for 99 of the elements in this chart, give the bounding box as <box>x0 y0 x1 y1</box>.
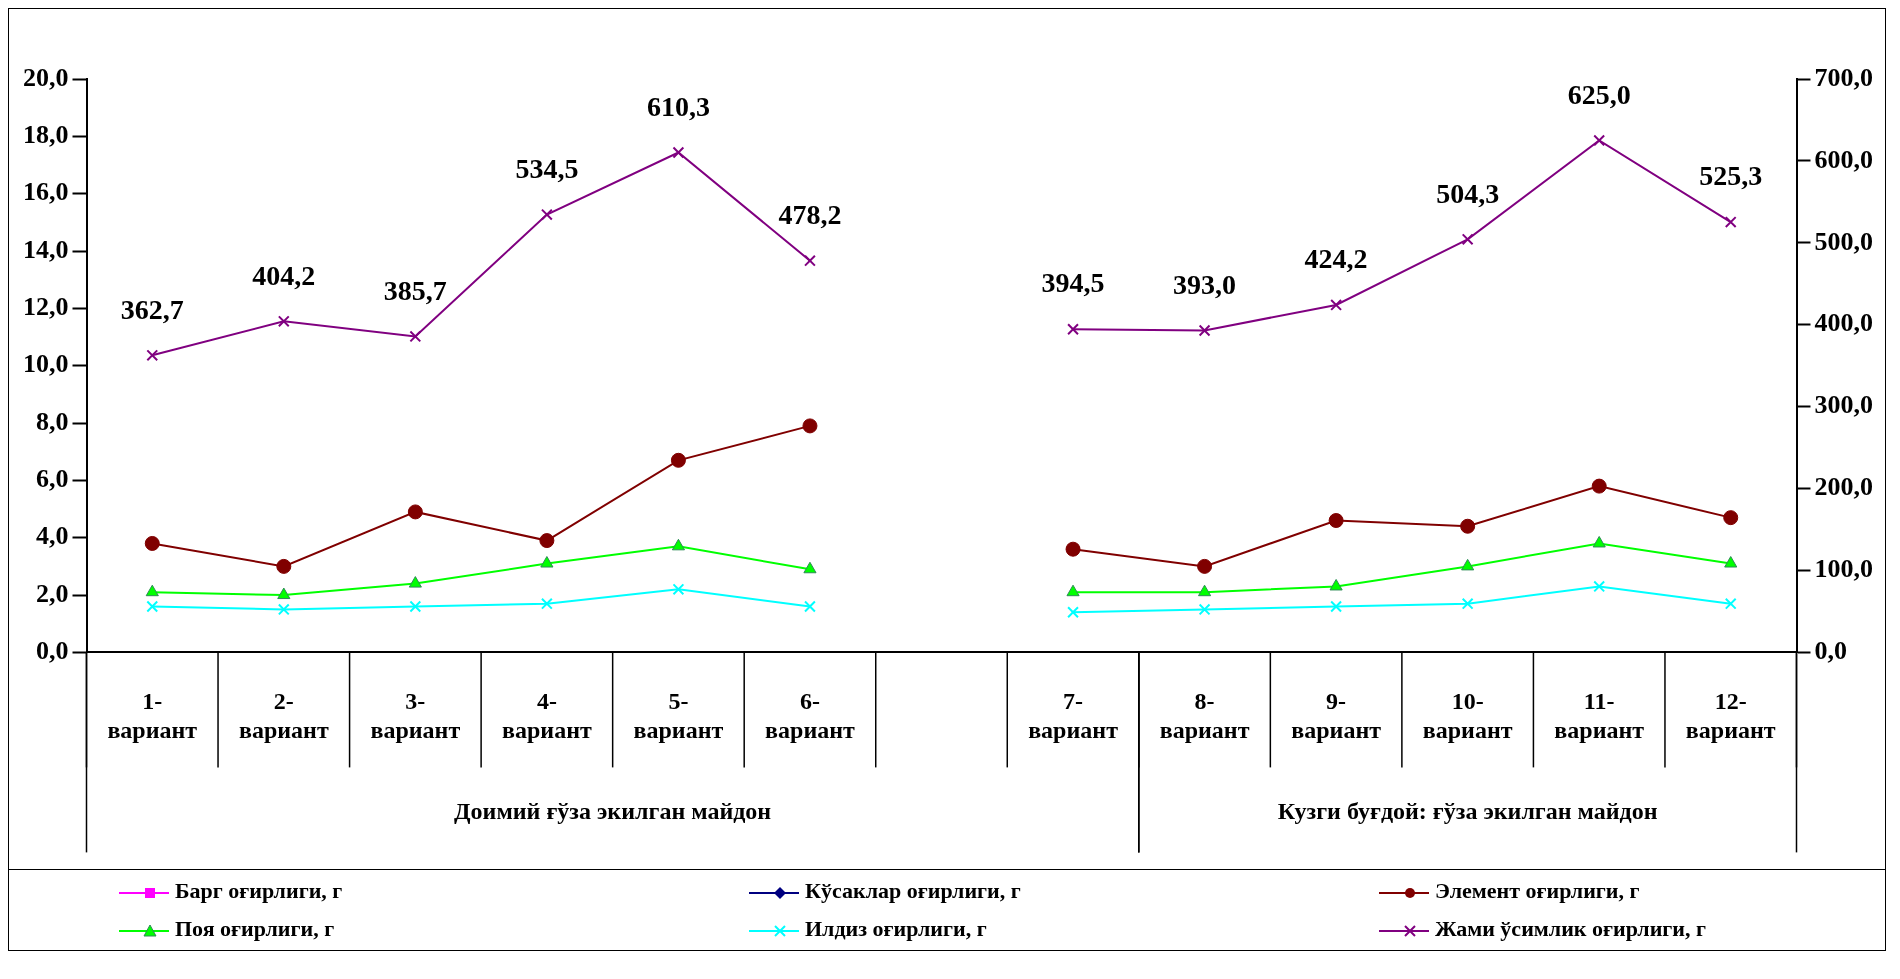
point <box>540 556 554 568</box>
legend-label: Илдиз оғирлиги, г <box>805 916 987 941</box>
point <box>804 600 816 613</box>
point <box>144 535 160 551</box>
point <box>1724 597 1737 610</box>
point <box>407 504 423 520</box>
point <box>672 583 685 596</box>
point <box>1330 298 1343 311</box>
point <box>1066 584 1080 597</box>
point <box>276 558 292 574</box>
legend-label: Элемент оғирлиги, г <box>1435 878 1640 903</box>
point <box>539 533 555 549</box>
point <box>803 561 817 574</box>
x-tick-label: 8- вариант <box>1159 688 1250 743</box>
data-label: 385,7 <box>383 274 447 306</box>
point <box>1198 603 1211 616</box>
point <box>146 600 159 613</box>
point <box>1724 556 1738 568</box>
point <box>1198 584 1212 597</box>
data-label: 393,0 <box>1173 268 1237 300</box>
y-tick-label: 6,0 <box>36 464 69 494</box>
point <box>1067 606 1079 619</box>
y2-tick-label: 0,0 <box>1814 636 1847 666</box>
y-tick-label: 14,0 <box>23 234 69 264</box>
x-tick-label: 2- вариант <box>238 688 329 743</box>
point <box>1198 324 1211 337</box>
point <box>802 418 818 434</box>
data-label: 625,0 <box>1567 78 1631 110</box>
x-tick-label: 12- вариант <box>1685 688 1776 743</box>
point <box>1724 216 1737 229</box>
y-tick-label: 10,0 <box>23 349 69 379</box>
y-tick-label: 12,0 <box>23 292 69 322</box>
point <box>409 330 422 343</box>
x-tick-label: 7- вариант <box>1028 688 1119 743</box>
point <box>277 603 290 616</box>
point <box>670 452 686 468</box>
y2-tick-label: 100,0 <box>1814 554 1873 584</box>
text: Доимий ғўза экилган майдон <box>454 797 772 824</box>
legend-label: Кўсаклар оғирлиги, г <box>805 878 1021 903</box>
point <box>1460 518 1476 534</box>
x-tick-label: 11- вариант <box>1554 688 1645 743</box>
point <box>540 208 553 221</box>
x-tick-label: 9- вариант <box>1291 688 1382 743</box>
y2-tick-label: 500,0 <box>1814 226 1873 256</box>
text: Кузги буғдой: ғўза экилган майдон <box>1277 797 1658 824</box>
y-tick-label: 4,0 <box>36 521 69 551</box>
y-tick-label: 18,0 <box>23 120 69 150</box>
x-tick-label: 6- вариант <box>765 688 856 743</box>
point <box>1067 323 1079 336</box>
y2-tick-label: 400,0 <box>1814 308 1873 338</box>
data-label: 610,3 <box>646 90 710 122</box>
point <box>145 584 159 597</box>
data-label: 504,3 <box>1436 177 1500 209</box>
data-label: 478,2 <box>778 198 842 230</box>
x-tick-label: 1- вариант <box>107 688 198 743</box>
legend-label: Барг оғирлиги, г <box>175 878 343 903</box>
x-tick-label: 10- вариант <box>1422 688 1513 743</box>
point <box>1197 558 1213 574</box>
x-tick-label: 4- вариант <box>502 688 592 743</box>
data-label: 362,7 <box>120 293 184 325</box>
legend-label: Жами ўсимлик оғирлиги, г <box>1435 916 1707 941</box>
point <box>277 315 290 328</box>
point <box>408 576 422 588</box>
point <box>671 538 685 551</box>
y-tick-label: 2,0 <box>36 578 69 608</box>
point <box>1591 478 1607 494</box>
point <box>1461 233 1474 246</box>
point <box>804 254 816 267</box>
data-label: 394,5 <box>1041 267 1105 299</box>
point <box>540 597 553 610</box>
x-tick-label: 3- вариант <box>370 688 461 743</box>
data-label: 424,2 <box>1304 243 1368 275</box>
y-tick-label: 20,0 <box>23 62 69 92</box>
point <box>672 146 685 159</box>
point <box>1461 597 1474 610</box>
point <box>146 349 159 362</box>
y-tick-label: 8,0 <box>36 406 69 436</box>
point <box>409 600 422 613</box>
y2-tick-label: 600,0 <box>1814 144 1873 174</box>
point <box>1328 513 1344 529</box>
data-label: 534,5 <box>515 152 579 184</box>
point <box>1593 134 1606 147</box>
point <box>1593 580 1606 593</box>
x-tick-label: 5- вариант <box>633 688 724 743</box>
y2-tick-label: 200,0 <box>1814 472 1873 502</box>
y2-tick-label: 700,0 <box>1814 62 1873 92</box>
data-label: 404,2 <box>252 259 316 291</box>
y2-tick-label: 300,0 <box>1814 390 1873 420</box>
legend-label: Поя оғирлиги, г <box>175 916 335 941</box>
point <box>1065 541 1081 557</box>
y-tick-label: 16,0 <box>23 177 69 207</box>
data-label: 525,3 <box>1699 160 1763 192</box>
point <box>1330 600 1343 613</box>
point <box>1461 558 1475 571</box>
y-tick-label: 0,0 <box>36 636 69 666</box>
point <box>277 587 291 600</box>
point <box>1592 535 1606 548</box>
point <box>1723 510 1739 526</box>
point <box>1329 578 1343 591</box>
